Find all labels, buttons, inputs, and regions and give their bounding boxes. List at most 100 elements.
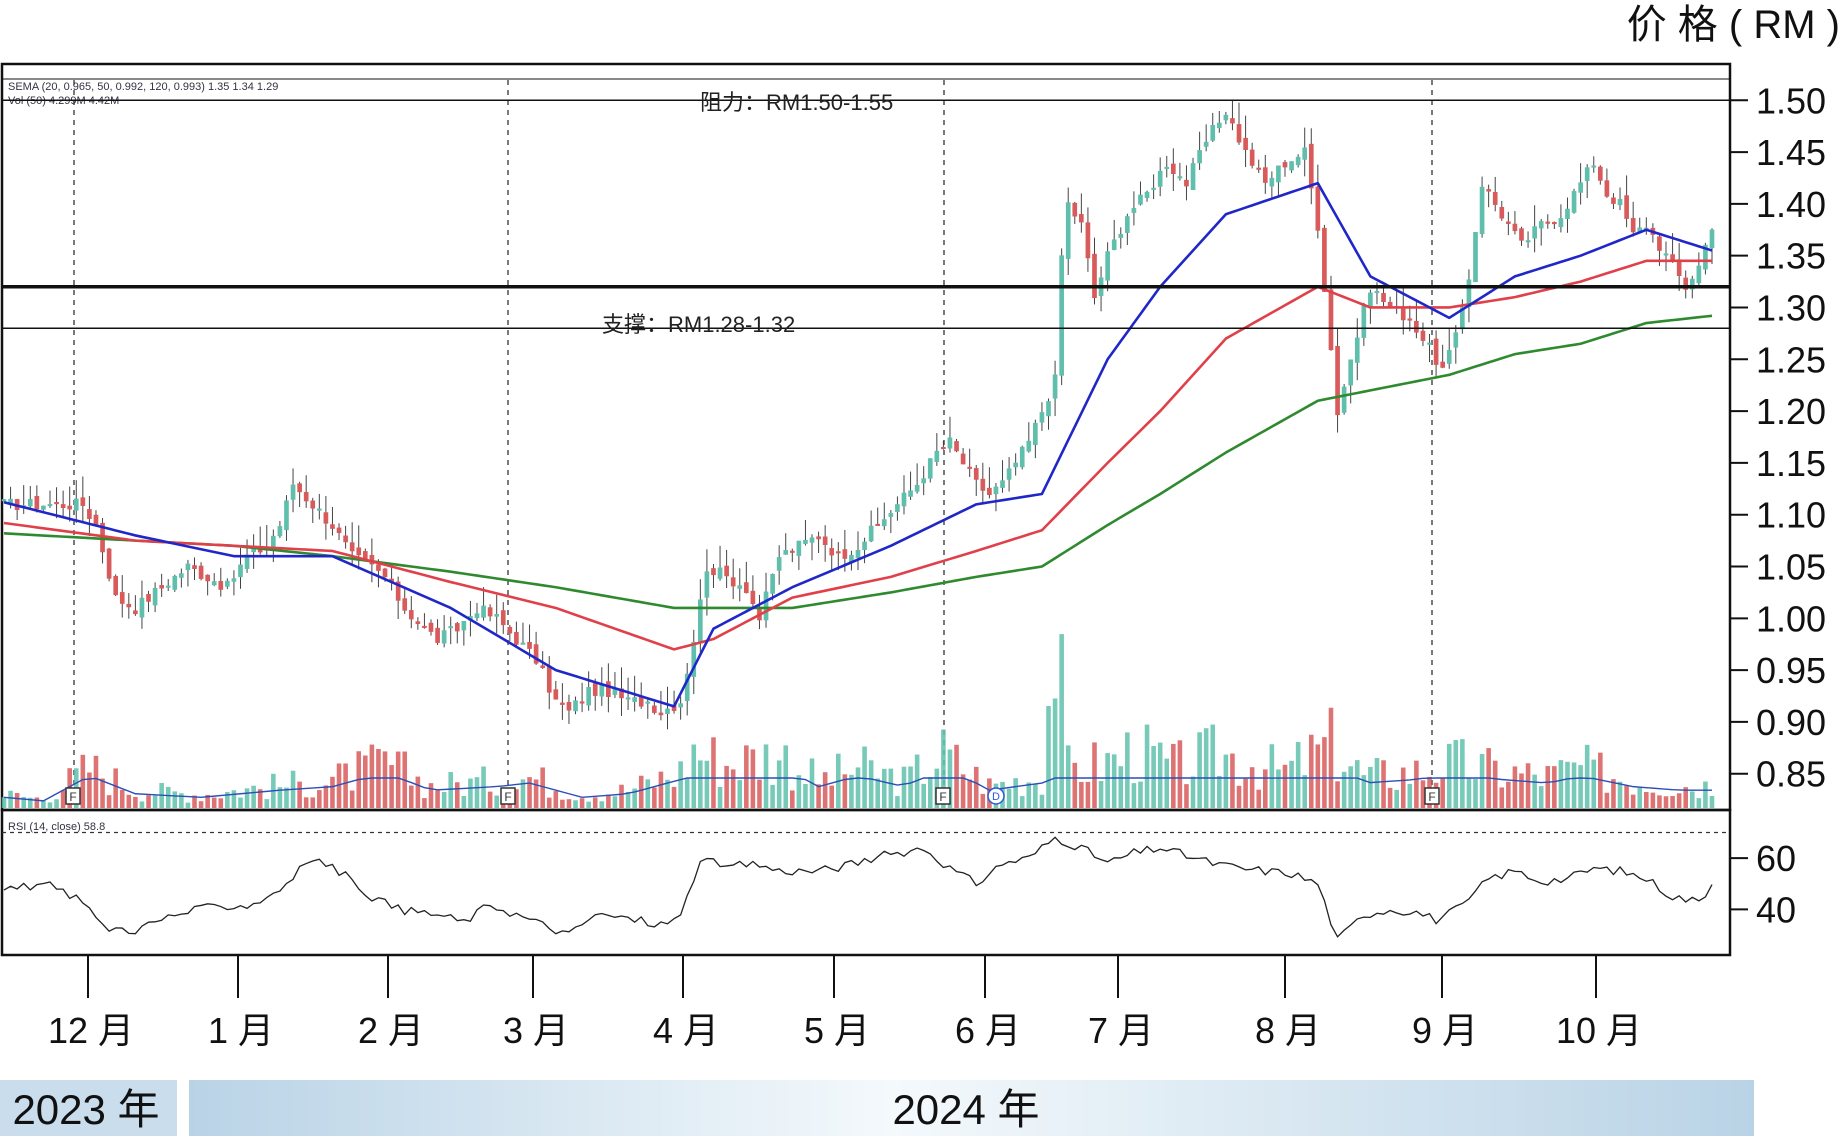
volume-bar [770,784,775,808]
candle [993,482,999,512]
candle [356,525,362,570]
volume-bar [573,800,578,808]
volume-bar [1361,775,1367,808]
volume-bar [468,778,473,808]
moving-averages [3,181,1713,708]
candle [1617,187,1623,211]
volume-bar [868,760,874,808]
volume-bar [822,772,828,808]
candle [1105,242,1110,292]
volume-bar [514,789,519,808]
price-tick-label: 1.30 [1756,287,1826,328]
candle [914,463,920,494]
month-axis: 12 月 1 月 2 月 3 月 4 月 5 月 6 月 7 月 8 月 9 月 10 月 [48,955,1642,1051]
candle [316,493,322,520]
month-label: 6 月 [955,1010,1021,1051]
candle [973,464,979,496]
volume-bar [1400,767,1406,808]
candle [862,537,867,564]
candle [606,663,611,713]
candle [113,574,119,597]
candle [231,570,237,596]
volume-bar [1506,781,1511,808]
volume-bar [1519,773,1524,808]
volume-bar [1446,743,1452,808]
volume-bar [1269,744,1275,808]
candle [159,573,164,597]
month-label: 5 月 [804,1010,870,1051]
candle [1190,157,1196,191]
candle [737,568,743,602]
volume-bar [1131,783,1137,808]
candle [1302,127,1308,177]
candle [625,677,631,711]
candle [106,547,112,582]
volume-bar [586,801,591,808]
candle [855,531,861,570]
volume-bar [1676,793,1682,808]
volume-bar [1197,732,1202,808]
candle [1663,241,1669,272]
candle [1512,211,1518,235]
volume-bar [671,786,677,808]
candle [1138,181,1143,206]
candle [1381,286,1386,307]
rsi-tick-label: 60 [1756,838,1796,879]
candle [1118,227,1124,249]
volume-bar [1033,784,1038,808]
price-tick-label: 1.05 [1756,547,1826,588]
volume-bar [855,767,861,808]
volume-bar [1295,742,1301,808]
candle [1157,157,1163,197]
candle [1578,163,1583,205]
candle [218,567,224,597]
volume-bar [1335,781,1340,808]
candle [921,466,927,496]
price-tick-label: 0.90 [1756,702,1826,743]
candle [987,467,992,499]
volume-bar [730,769,736,808]
candle [1558,204,1564,233]
volume-bar [737,780,743,808]
candle [1427,333,1432,363]
volume-bar [1171,743,1176,808]
price-tick-label: 1.10 [1756,495,1826,536]
volume-bar [566,799,572,808]
candle [1092,237,1097,305]
volume-bar [284,787,289,808]
svg-text:F: F [939,790,946,804]
volume-bar [1072,762,1078,808]
volume-bar [606,794,611,808]
volume-ma-line [3,777,1712,802]
candle [947,416,953,453]
volume-bar [691,744,697,808]
volume-bar [448,772,453,808]
candle [238,547,243,589]
candle [119,575,125,618]
volume-bar [816,784,821,808]
volume-bar [717,786,723,808]
volume-bar [1703,781,1708,808]
volume-bar [27,797,33,808]
candle [27,486,33,508]
volume-bar [1611,779,1616,808]
volume-bar [1657,795,1662,808]
volume-bar [1354,760,1360,808]
candle [1532,205,1537,253]
candle [198,562,204,581]
candle [711,563,716,588]
volume-bar [60,790,66,808]
volume-bar [1690,791,1695,808]
volume-bar [1138,781,1143,808]
sma-fast-line [3,181,1713,708]
candle [277,520,283,538]
candle [652,701,657,715]
candle [1473,231,1478,283]
candle [665,686,670,730]
candle [1013,453,1018,476]
indicator-legend-sema: SEMA (20, 0.965, 50, 0.992, 120, 0.993) … [8,81,278,93]
volume-bar [454,782,460,808]
candle [1479,176,1485,238]
candle [487,604,493,622]
volume-bar [921,783,926,808]
